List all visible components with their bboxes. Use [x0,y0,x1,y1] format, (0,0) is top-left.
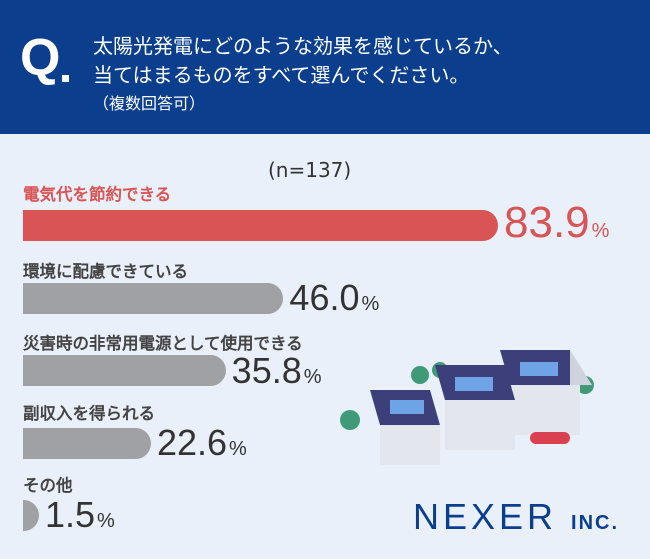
question-note: （複数回答可） [93,94,206,113]
q-dot [62,75,69,82]
bar [23,500,39,531]
bar [23,283,284,314]
question-line-1: 太陽光発電にどのような効果を感じているか、 [93,34,513,58]
value-label: 22.6% [157,422,247,464]
value-unit: % [303,366,322,388]
value-label: 1.5% [45,494,115,536]
value-number: 35.8 [231,350,302,391]
question-line-2: 当てはまるものをすべて選んでください。 [93,63,470,87]
value-number: 83.9 [504,198,590,247]
q-mark: Q [20,29,60,87]
category-label: その他 [23,476,73,495]
value-number: 22.6 [156,422,228,463]
category-label: 電気代を節約できる [23,185,172,204]
value-label: 83.9% [504,198,609,248]
value-unit: % [229,438,247,460]
value-label: 46.0% [289,277,379,319]
sample-size: (n=137) [268,158,352,182]
houses-illustration [340,350,594,465]
logo-main: NEXER [413,496,558,537]
value-unit: % [97,510,115,532]
question-header: Q 太陽光発電にどのような効果を感じているか、 当てはまるものをすべて選んでくだ… [0,0,650,134]
value-unit: % [591,220,610,242]
category-label: 環境に配慮できている [23,262,188,281]
category-label: 災害時の非常用電源として使用できる [23,334,303,353]
nexer-logo: NEXER INC. [413,496,619,538]
bar [23,210,498,241]
logo-suffix: INC. [571,512,620,534]
value-number: 46.0 [289,277,360,318]
value-label: 35.8% [232,350,322,392]
bar [23,428,151,459]
value-number: 1.5 [45,494,96,535]
value-unit: % [361,293,380,315]
category-label: 副収入を得られる [23,404,155,423]
bar [23,355,226,386]
